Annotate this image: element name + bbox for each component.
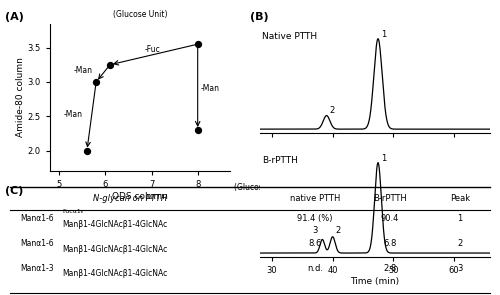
- Text: (B): (B): [250, 12, 268, 22]
- Text: 90.4: 90.4: [381, 214, 399, 223]
- Text: (Glucose Unit): (Glucose Unit): [113, 10, 167, 19]
- Text: (A): (A): [5, 12, 24, 22]
- Text: Native PTTH: Native PTTH: [262, 32, 318, 41]
- Text: 1: 1: [458, 214, 462, 223]
- Text: -Man: -Man: [74, 66, 92, 75]
- Point: [83, 148, 91, 153]
- Text: Manβ1-4GlcNAcβ1-4GlcNAc: Manβ1-4GlcNAcβ1-4GlcNAc: [62, 245, 168, 253]
- Text: (Glucose Unit): (Glucose Unit): [234, 183, 288, 192]
- Text: 2: 2: [458, 239, 462, 248]
- Point: [194, 127, 202, 132]
- Text: Manβ1-4GlcNAcβ1-4GlcNAc: Manβ1-4GlcNAcβ1-4GlcNAc: [62, 269, 168, 278]
- Text: B-rPTTH: B-rPTTH: [262, 156, 298, 165]
- Text: Fucα1₆: Fucα1₆: [62, 209, 84, 214]
- X-axis label: ODS column: ODS column: [112, 192, 168, 201]
- Text: Manα1-3: Manα1-3: [20, 263, 54, 273]
- Text: 3: 3: [312, 226, 318, 235]
- X-axis label: Time (min): Time (min): [350, 278, 400, 286]
- Text: 1: 1: [381, 154, 386, 163]
- Text: 91.4 (%): 91.4 (%): [297, 214, 333, 223]
- Text: -Man: -Man: [64, 110, 83, 119]
- Text: -Fuc: -Fuc: [144, 45, 160, 54]
- Point: [92, 80, 100, 84]
- Text: 3: 3: [458, 263, 462, 273]
- Text: 2.8: 2.8: [384, 263, 396, 273]
- Text: N-glycan on PTTH: N-glycan on PTTH: [93, 194, 167, 203]
- Text: (C): (C): [5, 186, 24, 196]
- Point: [194, 42, 202, 47]
- Text: 2: 2: [335, 226, 340, 235]
- Text: 1: 1: [381, 30, 386, 39]
- Text: B-rPTTH: B-rPTTH: [373, 194, 407, 203]
- Text: Manβ1-4GlcNAcβ1-4GlcNAc: Manβ1-4GlcNAcβ1-4GlcNAc: [62, 220, 168, 229]
- Text: Manα1-6: Manα1-6: [20, 239, 54, 248]
- Text: 8.6: 8.6: [308, 239, 322, 248]
- Text: 6.8: 6.8: [384, 239, 396, 248]
- Y-axis label: Amide-80 column: Amide-80 column: [16, 58, 25, 137]
- Text: native PTTH: native PTTH: [290, 194, 340, 203]
- Text: n.d.: n.d.: [307, 263, 323, 273]
- Text: 2: 2: [329, 106, 334, 115]
- Text: Manα1-6: Manα1-6: [20, 214, 54, 223]
- Text: Peak: Peak: [450, 194, 470, 203]
- Text: -Man: -Man: [201, 84, 220, 93]
- Point: [106, 63, 114, 67]
